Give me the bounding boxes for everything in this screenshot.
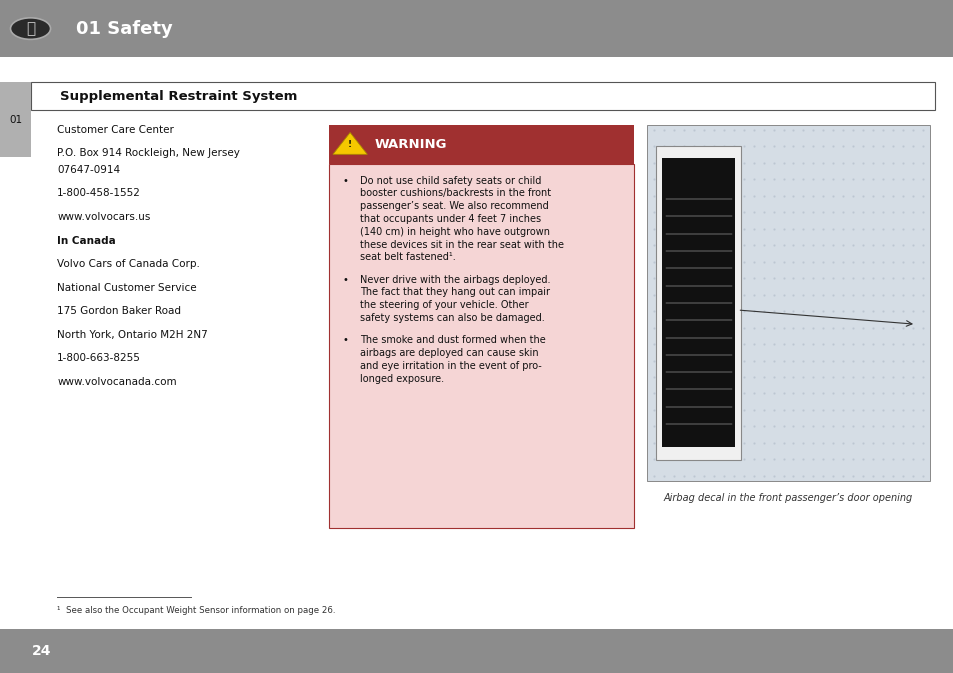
Polygon shape — [333, 133, 367, 154]
Text: In Canada: In Canada — [57, 236, 116, 246]
Text: ¹  See also the Occupant Weight Sensor information on page 26.: ¹ See also the Occupant Weight Sensor in… — [57, 606, 335, 614]
Text: National Customer Service: National Customer Service — [57, 283, 196, 293]
FancyBboxPatch shape — [661, 158, 735, 448]
FancyBboxPatch shape — [0, 629, 953, 673]
Text: Do not use child safety seats or child
booster cushions/backrests in the front
p: Do not use child safety seats or child b… — [359, 176, 563, 262]
Text: www.volvocanada.com: www.volvocanada.com — [57, 377, 176, 387]
Ellipse shape — [10, 17, 51, 39]
Text: •: • — [342, 335, 348, 345]
FancyBboxPatch shape — [0, 0, 953, 57]
Text: Airbag decal in the front passenger’s door opening: Airbag decal in the front passenger’s do… — [663, 493, 912, 503]
Text: 175 Gordon Baker Road: 175 Gordon Baker Road — [57, 306, 181, 316]
Text: www.volvocars.us: www.volvocars.us — [57, 212, 151, 222]
FancyBboxPatch shape — [656, 146, 740, 460]
FancyBboxPatch shape — [31, 82, 934, 110]
Text: Never drive with the airbags deployed.
The fact that they hang out can impair
th: Never drive with the airbags deployed. T… — [359, 275, 550, 323]
FancyBboxPatch shape — [329, 125, 634, 164]
Text: Supplemental Restraint System: Supplemental Restraint System — [60, 90, 297, 103]
Text: 1-800-663-8255: 1-800-663-8255 — [57, 353, 141, 363]
FancyBboxPatch shape — [0, 82, 31, 157]
Text: Ⓢ: Ⓢ — [26, 21, 35, 36]
Text: 07647-0914: 07647-0914 — [57, 165, 120, 175]
Text: WARNING: WARNING — [375, 137, 447, 151]
Text: The smoke and dust formed when the
airbags are deployed can cause skin
and eye i: The smoke and dust formed when the airba… — [359, 335, 545, 384]
Text: 01: 01 — [10, 115, 22, 125]
Text: Volvo Cars of Canada Corp.: Volvo Cars of Canada Corp. — [57, 259, 200, 269]
Text: North York, Ontario M2H 2N7: North York, Ontario M2H 2N7 — [57, 330, 208, 340]
Text: Customer Care Center: Customer Care Center — [57, 125, 174, 135]
Text: •: • — [342, 275, 348, 285]
Text: 24: 24 — [31, 644, 51, 658]
Text: !: ! — [348, 140, 352, 149]
Text: P.O. Box 914 Rockleigh, New Jersey: P.O. Box 914 Rockleigh, New Jersey — [57, 148, 240, 158]
Text: 1-800-458-1552: 1-800-458-1552 — [57, 188, 141, 199]
FancyBboxPatch shape — [646, 125, 929, 481]
Text: 01 Safety: 01 Safety — [76, 20, 172, 38]
FancyBboxPatch shape — [329, 164, 634, 528]
Text: •: • — [342, 176, 348, 186]
